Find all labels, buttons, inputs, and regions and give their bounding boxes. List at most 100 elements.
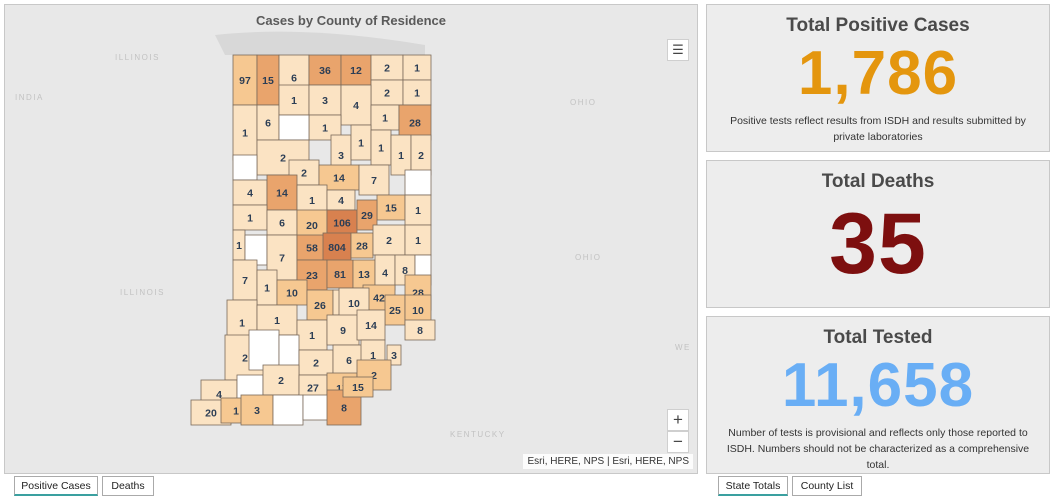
county-case-label: 3 — [338, 150, 344, 162]
county-case-label: 2 — [313, 358, 319, 370]
county-case-label: 23 — [306, 270, 318, 282]
county-cell[interactable]: 1 — [296, 319, 328, 351]
county-cell[interactable]: 4 — [326, 189, 356, 211]
county-cell[interactable]: 1 — [278, 84, 310, 116]
county-cell[interactable] — [278, 114, 310, 141]
county-case-label: 106 — [333, 218, 351, 230]
tab-deaths[interactable]: Deaths — [102, 476, 154, 496]
county-case-label: 14 — [365, 320, 377, 332]
county-cell[interactable]: 1 — [232, 204, 268, 231]
county-case-label: 3 — [254, 405, 260, 417]
county-cell[interactable]: 15 — [342, 376, 374, 398]
lake-michigan — [215, 31, 425, 55]
county-cell[interactable]: 2 — [262, 364, 300, 396]
county-case-label: 2 — [418, 150, 424, 162]
county-cell[interactable]: 106 — [326, 209, 358, 236]
county-case-label: 1 — [309, 330, 315, 342]
county-case-label: 25 — [389, 305, 401, 317]
county-cell[interactable]: 1 — [350, 124, 372, 161]
county-cell[interactable]: 15 — [256, 54, 280, 106]
county-cell[interactable]: 1 — [402, 79, 432, 106]
county-cell[interactable]: 58 — [296, 234, 328, 261]
tab-county-list[interactable]: County List — [792, 476, 862, 496]
county-case-label: 1 — [398, 150, 404, 162]
tab-positive-cases[interactable]: Positive Cases — [14, 476, 98, 496]
legend-list-icon[interactable]: ☰ — [667, 39, 689, 61]
county-cell[interactable]: 7 — [232, 259, 258, 301]
county-case-label: 81 — [334, 269, 346, 281]
county-cell[interactable]: 97 — [232, 54, 258, 106]
label-illinois-south: ILLINOIS — [120, 288, 165, 297]
total-positive-title: Total Positive Cases — [786, 15, 970, 36]
county-cell[interactable]: 804 — [322, 232, 352, 262]
county-cell[interactable]: 1 — [232, 229, 246, 261]
county-cell[interactable]: 1 — [370, 129, 392, 166]
county-cell[interactable]: 1 — [404, 224, 432, 256]
county-case-label: 7 — [279, 253, 285, 265]
county-cell[interactable]: 1 — [232, 104, 258, 161]
county-case-label: 1 — [291, 95, 297, 107]
county-cell[interactable]: 7 — [358, 164, 390, 196]
county-cell[interactable]: 81 — [326, 259, 354, 289]
county-cell[interactable]: 6 — [266, 209, 298, 236]
county-case-label: 1 — [414, 63, 420, 75]
county-case-label: 1 — [247, 213, 253, 225]
county-case-label: 2 — [301, 168, 307, 180]
county-cell[interactable] — [272, 394, 304, 426]
county-cell[interactable]: 9 — [326, 314, 360, 346]
county-cell[interactable]: 6 — [256, 104, 280, 141]
county-cell[interactable] — [302, 394, 330, 421]
county-cell[interactable]: 1 — [256, 269, 278, 306]
county-cell[interactable]: 1 — [404, 194, 432, 226]
county-case-label: 20 — [205, 408, 217, 420]
county-case-label: 4 — [216, 389, 222, 401]
county-cell[interactable]: 25 — [384, 294, 406, 326]
county-case-label: 2 — [384, 63, 390, 75]
total-positive-note: Positive tests reflect results from ISDH… — [730, 115, 1026, 143]
county-cell[interactable]: 14 — [266, 174, 298, 211]
county-case-label: 7 — [242, 275, 248, 287]
county-case-label: 1 — [378, 143, 384, 155]
county-cell[interactable]: 28 — [398, 104, 432, 141]
county-map[interactable]: ILLINOIS OHIO OHIO ILLINOIS KENTUCKY INDIA WE 9… — [5, 5, 698, 474]
county-case-label: 4 — [247, 188, 253, 200]
county-cell[interactable]: 2 — [410, 134, 432, 176]
county-case-label: 12 — [350, 65, 362, 77]
county-cell[interactable] — [248, 329, 280, 371]
county-cell[interactable]: 1 — [370, 104, 400, 131]
county-cell[interactable]: 28 — [350, 232, 374, 259]
county-cell[interactable]: 2 — [370, 79, 404, 106]
zoom-in-button[interactable]: + — [667, 409, 689, 431]
county-cell[interactable]: 1 — [402, 54, 432, 81]
county-cell[interactable]: 4 — [340, 84, 372, 126]
county-cell[interactable]: 12 — [340, 54, 372, 86]
zoom-out-button[interactable]: − — [667, 431, 689, 453]
county-cell[interactable]: 8 — [404, 319, 436, 341]
county-cell[interactable]: 1 — [390, 134, 412, 176]
county-cell[interactable]: 36 — [308, 54, 342, 86]
county-case-label: 4 — [353, 100, 359, 112]
county-case-label: 1 — [242, 128, 248, 140]
county-cell[interactable]: 2 — [370, 54, 404, 81]
county-cell[interactable]: 2 — [372, 224, 406, 256]
total-tested-note: Number of tests is provisional and refle… — [726, 427, 1030, 471]
county-case-label: 14 — [333, 173, 345, 185]
county-cell[interactable] — [232, 154, 258, 181]
county-cell[interactable]: 4 — [232, 179, 268, 206]
county-cell[interactable]: 3 — [308, 84, 342, 116]
county-case-label: 58 — [306, 243, 318, 255]
county-cell[interactable]: 10 — [276, 279, 308, 306]
county-case-label: 6 — [265, 118, 271, 130]
county-cell[interactable]: 13 — [352, 259, 376, 289]
county-cell[interactable]: 3 — [240, 394, 274, 426]
county-case-label: 8 — [341, 403, 347, 415]
map-panel[interactable]: ILLINOIS OHIO OHIO ILLINOIS KENTUCKY INDIA WE 9… — [4, 4, 698, 474]
total-tested-title: Total Tested — [823, 327, 933, 348]
county-cell[interactable] — [404, 169, 432, 196]
tab-state-totals[interactable]: State Totals — [718, 476, 788, 496]
county-cell[interactable]: 2 — [298, 349, 334, 376]
county-cell[interactable]: 15 — [376, 194, 406, 221]
county-cell[interactable]: 29 — [356, 199, 378, 231]
county-case-label: 1 — [274, 315, 280, 327]
county-cell[interactable]: 14 — [356, 309, 386, 341]
